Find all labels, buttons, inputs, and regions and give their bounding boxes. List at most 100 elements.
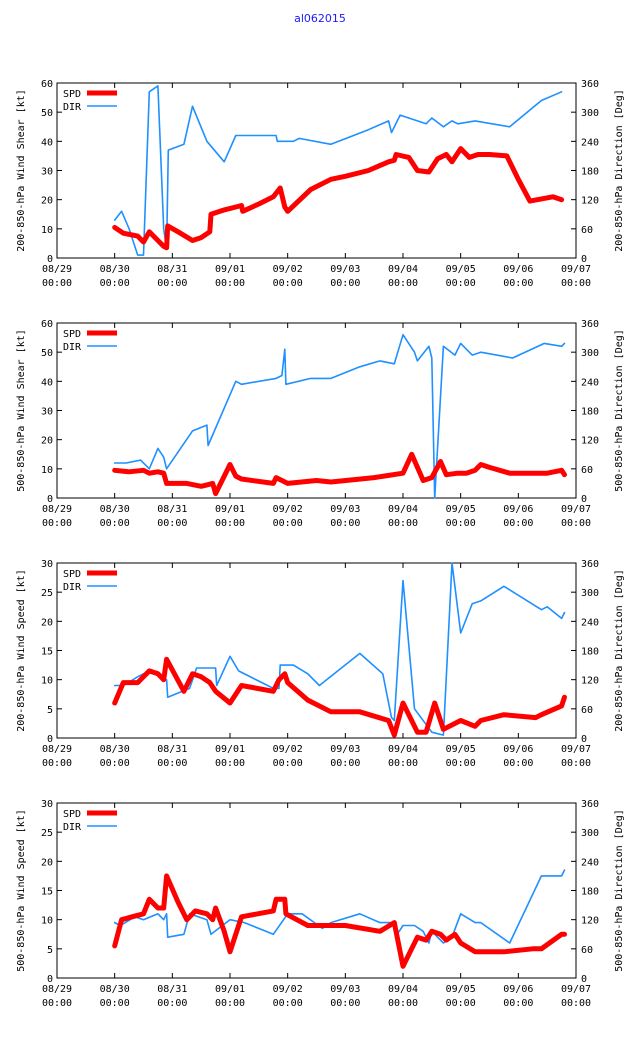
legend-spd-label: SPD (63, 329, 81, 340)
y-tick-label-left: 10 (41, 676, 53, 687)
legend-dir-label: DIR (63, 342, 82, 353)
plot-frame (56, 82, 577, 259)
x-tick-label-time: 00:00 (273, 278, 303, 289)
y-tick-label-left: 40 (41, 137, 53, 148)
y-tick-label-left: 25 (41, 588, 53, 599)
spd-series-line (112, 451, 567, 497)
y-tick-label-right: 180 (581, 407, 599, 418)
x-tick-label-date: 09/03 (330, 504, 360, 515)
x-tick-label-time: 00:00 (561, 518, 591, 529)
y-tick-label-right: 120 (581, 916, 599, 927)
y-tick-label-right: 180 (581, 887, 599, 898)
x-tick-label-date: 08/30 (100, 744, 130, 755)
x-tick-label-time: 00:00 (503, 998, 533, 1009)
y-tick-label-right: 360 (581, 559, 599, 570)
legend-dir-label: DIR (63, 582, 82, 593)
y-tick-label-right: 240 (581, 617, 599, 628)
x-tick-label-time: 00:00 (215, 518, 245, 529)
y-tick-label-right: 0 (581, 734, 587, 745)
y-tick-label-right: 300 (581, 348, 599, 359)
y-tick-label-left: 0 (47, 974, 53, 985)
chart-panel-2: 0 10 20 30 40 50 60 0 60 120 180 240 300 360 08/29 00:0… (16, 319, 625, 529)
y-tick-label-right: 240 (581, 857, 599, 868)
x-tick-label-time: 00:00 (446, 518, 476, 529)
dir-series-line (113, 333, 566, 499)
x-tick-label-time: 00:00 (157, 998, 187, 1009)
chart-panel-4: 05101520253006012018024030036008/2900:00… (16, 799, 625, 1009)
legend-dir-label: DIR (63, 822, 82, 833)
y-tick-label-right: 0 (581, 494, 587, 505)
x-tick-label-time: 00:00 (42, 518, 72, 529)
y-axis-title-right: 500-850-hPa Direction [Deg] (614, 329, 625, 492)
y-tick-label-left: 0 (47, 254, 53, 265)
x-tick-label-date: 09/07 (561, 264, 591, 275)
x-tick-label-time: 00:00 (446, 758, 476, 769)
x-tick-label-time: 00:00 (100, 278, 130, 289)
legend-dir-label: DIR (63, 102, 82, 113)
dir-series-line (113, 85, 563, 256)
y-tick-label-right: 360 (581, 319, 599, 330)
y-tick-label-left: 25 (41, 828, 53, 839)
y-tick-label-left: 20 (41, 617, 53, 628)
y-tick-label-left: 30 (41, 167, 53, 178)
x-tick-label-time: 00:00 (42, 278, 72, 289)
y-axis-title-left: 200-850-hPa Wind Shear [kt] (16, 89, 27, 252)
spd-series-line (112, 146, 565, 251)
x-tick-label-date: 09/04 (388, 264, 418, 275)
x-tick-label-time: 00:00 (330, 758, 360, 769)
y-tick-label-left: 30 (41, 407, 53, 418)
y-tick-label-right: 0 (581, 974, 587, 985)
x-tick-label-time: 00:00 (330, 518, 360, 529)
legend-spd-label: SPD (63, 809, 81, 820)
chart-title: al062015 (294, 12, 346, 25)
x-tick-label-date: 08/31 (157, 504, 187, 515)
x-tick-label-date: 08/30 (100, 264, 130, 275)
x-tick-label-time: 00:00 (100, 758, 130, 769)
chart-panel-1: 0 10 20 30 40 50 60 0 60 120 180 240 300 360 08/29 00:0… (16, 79, 625, 289)
x-tick-label-date: 09/01 (215, 744, 245, 755)
x-tick-label-time: 00:00 (561, 278, 591, 289)
y-tick-label-left: 15 (41, 647, 53, 658)
dir-series-line (113, 869, 566, 944)
x-tick-label-date: 09/05 (446, 504, 476, 515)
y-axis-title-left: 500-850-hPa Wind Shear [kt] (16, 329, 27, 492)
x-tick-label-date: 09/02 (273, 744, 303, 755)
y-axis-title-left: 200-850-hPa Wind Speed [kt] (16, 569, 27, 732)
y-tick-label-right: 60 (581, 465, 593, 476)
x-tick-label-date: 09/03 (330, 264, 360, 275)
y-tick-label-left: 50 (41, 108, 53, 119)
legend-spd-label: SPD (63, 569, 81, 580)
y-tick-label-left: 0 (47, 734, 53, 745)
y-tick-label-left: 10 (41, 225, 53, 236)
x-tick-label-time: 00:00 (388, 518, 418, 529)
y-tick-label-right: 360 (581, 799, 599, 810)
y-tick-label-left: 10 (41, 465, 53, 476)
y-tick-label-left: 30 (41, 799, 53, 810)
x-tick-label-time: 00:00 (215, 278, 245, 289)
x-tick-label-date: 08/31 (157, 984, 187, 995)
x-tick-label-date: 08/29 (42, 264, 72, 275)
x-tick-label-time: 00:00 (215, 758, 245, 769)
y-tick-label-right: 60 (581, 705, 593, 716)
x-tick-label-date: 08/31 (157, 744, 187, 755)
x-tick-label-date: 08/30 (100, 984, 130, 995)
spd-series-line (112, 656, 567, 738)
x-tick-label-date: 09/02 (273, 984, 303, 995)
x-tick-label-date: 09/02 (273, 264, 303, 275)
x-tick-label-date: 09/07 (561, 984, 591, 995)
y-tick-label-right: 120 (581, 196, 599, 207)
x-tick-label-date: 09/06 (503, 264, 533, 275)
y-tick-label-right: 300 (581, 588, 599, 599)
x-tick-label-time: 00:00 (388, 278, 418, 289)
x-tick-label-date: 09/01 (215, 264, 245, 275)
x-tick-label-time: 00:00 (561, 998, 591, 1009)
y-tick-label-left: 15 (41, 887, 53, 898)
y-axis-title-right: 500-850-hPa Direction [Deg] (614, 809, 625, 972)
y-tick-label-right: 120 (581, 676, 599, 687)
y-tick-label-left: 20 (41, 857, 53, 868)
x-tick-label-time: 00:00 (157, 758, 187, 769)
y-tick-label-left: 20 (41, 436, 53, 447)
y-tick-label-right: 60 (581, 225, 593, 236)
x-tick-label-date: 09/04 (388, 984, 418, 995)
